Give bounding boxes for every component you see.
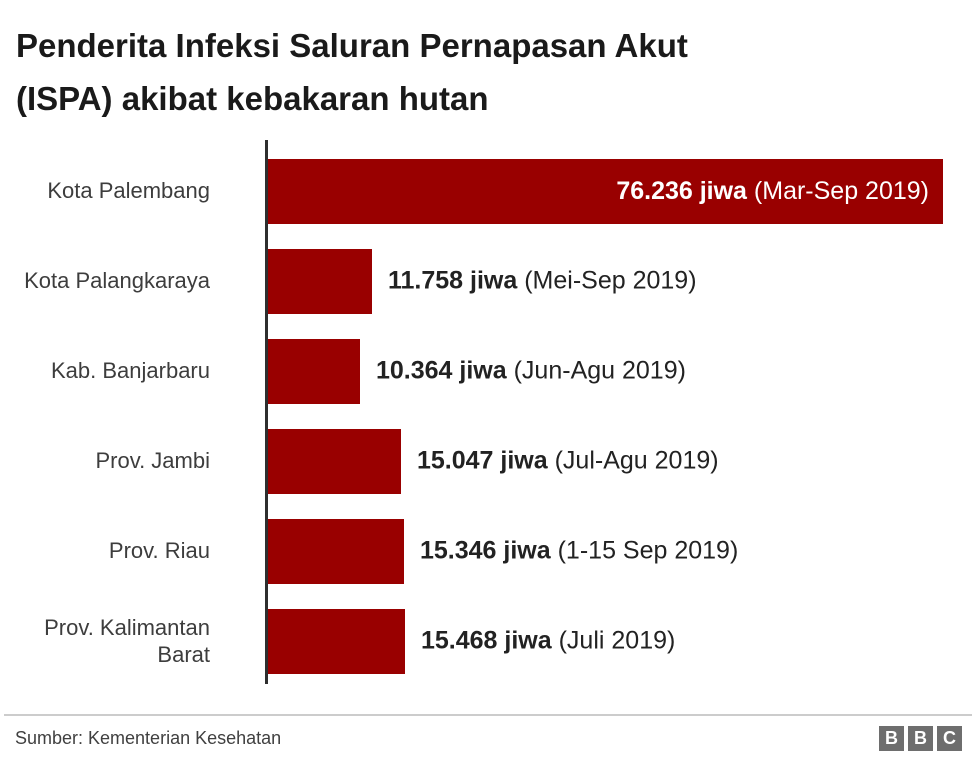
bar-track: 15.047 jiwa (Jul-Agu 2019) [268, 428, 976, 494]
bar-track: 15.346 jiwa (1-15 Sep 2019) [268, 518, 976, 584]
chart-row: Prov. Kalimantan Barat 15.468 jiwa (Juli… [0, 608, 976, 674]
value-label: 11.758 jiwa (Mei-Sep 2019) [388, 267, 697, 296]
value-text: 76.236 jiwa [616, 176, 747, 205]
value-label-inside: 76.236 jiwa (Mar-Sep 2019) [616, 177, 943, 206]
bar-track: 10.364 jiwa (Jun-Agu 2019) [268, 338, 976, 404]
category-label: Prov. Riau [108, 538, 210, 564]
value-label: 15.047 jiwa (Jul-Agu 2019) [417, 447, 719, 476]
page-title-line-2: (ISPA) akibat kebakaran hutan [16, 79, 489, 117]
chart-row: Prov. Jambi 15.047 jiwa (Jul-Agu 2019) [0, 428, 976, 494]
bar [268, 248, 372, 314]
bbc-logo-block-b2: B [908, 726, 933, 751]
period-text: (Mei-Sep 2019) [524, 266, 697, 295]
footer-divider [4, 714, 972, 716]
chart-row: Prov. Riau 15.346 jiwa (1-15 Sep 2019) [0, 518, 976, 584]
period-text: (Jun-Agu 2019) [513, 356, 686, 385]
footer: Sumber: Kementerian Kesehatan B B C [0, 714, 976, 763]
bar [268, 338, 360, 404]
category-label: Kota Palembang [47, 178, 210, 204]
category-label: Prov. Kalimantan Barat [44, 614, 210, 668]
category-label: Kota Palangkaraya [24, 268, 210, 294]
value-text: 15.047 jiwa [417, 446, 548, 475]
value-label: 10.364 jiwa (Jun-Agu 2019) [376, 357, 686, 386]
chart-rows: Kota Palembang 76.236 jiwa (Mar-Sep 2019… [0, 158, 976, 674]
y-axis-line [265, 139, 268, 684]
bbc-logo-block-b1: B [879, 726, 904, 751]
bar: 76.236 jiwa (Mar-Sep 2019) [268, 158, 943, 224]
bbc-logo-block-c: C [937, 726, 962, 751]
bar-track: 15.468 jiwa (Juli 2019) [268, 608, 976, 674]
footer-row: Sumber: Kementerian Kesehatan B B C [0, 716, 976, 763]
page-title: Penderita Infeksi Saluran Pernapasan Aku… [0, 0, 976, 126]
period-text: (Jul-Agu 2019) [554, 446, 719, 475]
source-label: Sumber: Kementerian Kesehatan [15, 728, 282, 748]
value-text: 10.364 jiwa [376, 356, 507, 385]
chart-row: Kab. Banjarbaru 10.364 jiwa (Jun-Agu 201… [0, 338, 976, 404]
chart-row: Kota Palembang 76.236 jiwa (Mar-Sep 2019… [0, 158, 976, 224]
bbc-logo: B B C [879, 726, 962, 751]
chart-row: Kota Palangkaraya 11.758 jiwa (Mei-Sep 2… [0, 248, 976, 314]
bar [268, 518, 404, 584]
bar-track: 76.236 jiwa (Mar-Sep 2019) [268, 158, 976, 224]
value-label: 15.468 jiwa (Juli 2019) [421, 627, 675, 656]
page-title-line-1: Penderita Infeksi Saluran Pernapasan Aku… [16, 27, 688, 64]
bar [268, 608, 405, 674]
category-label: Kab. Banjarbaru [51, 358, 210, 384]
value-text: 15.468 jiwa [421, 626, 552, 655]
bar-track: 11.758 jiwa (Mei-Sep 2019) [268, 248, 976, 314]
value-text: 15.346 jiwa [420, 536, 551, 565]
period-text: (1-15 Sep 2019) [557, 536, 739, 565]
bar-chart: Kota Palembang 76.236 jiwa (Mar-Sep 2019… [0, 139, 976, 684]
value-label: 15.346 jiwa (1-15 Sep 2019) [420, 537, 738, 566]
period-text: (Mar-Sep 2019) [753, 176, 929, 205]
bar [268, 428, 401, 494]
category-label: Prov. Jambi [95, 448, 210, 474]
period-text: (Juli 2019) [558, 626, 676, 655]
value-text: 11.758 jiwa [388, 266, 518, 295]
